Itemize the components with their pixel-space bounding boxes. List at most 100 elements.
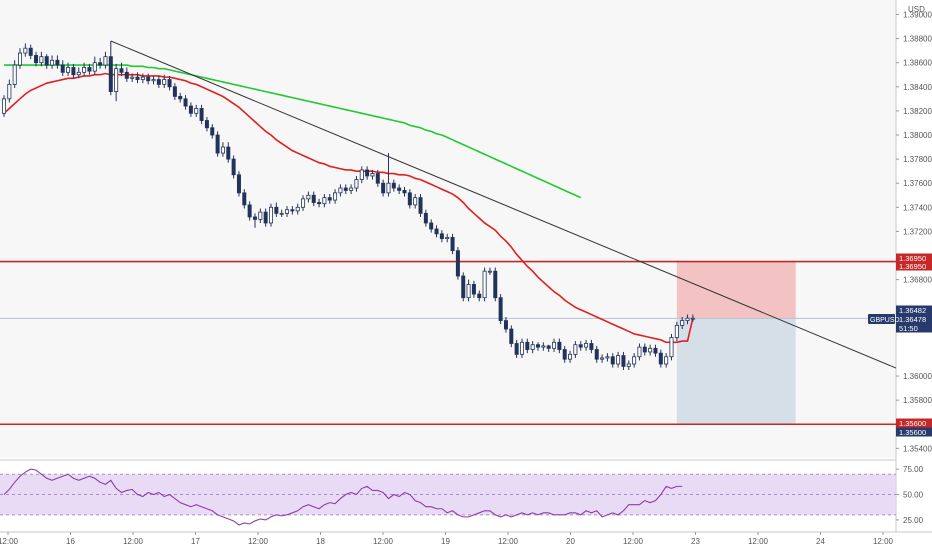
candle-body-down: [311, 194, 316, 203]
candle-body-down: [418, 197, 423, 214]
candle: [162, 74, 167, 88]
candle-body-up: [568, 353, 573, 360]
candle-body-up: [7, 83, 12, 100]
candle-body-down: [509, 328, 514, 344]
candle-body-down: [183, 98, 188, 107]
candle-body-up: [626, 363, 631, 367]
candle: [98, 57, 103, 69]
time-tick-label: 12:00: [873, 537, 894, 546]
candle-body-down: [594, 349, 599, 360]
candle-body-up: [285, 209, 290, 214]
axis-price-badge: [896, 305, 932, 315]
candle-body-down: [536, 344, 541, 348]
candle: [50, 55, 55, 69]
candle: [359, 166, 364, 184]
candle-body-down: [146, 76, 151, 82]
candle: [44, 54, 49, 69]
candle: [135, 72, 140, 84]
axis-price-badge: [896, 427, 932, 437]
candle: [268, 203, 273, 227]
axis-price-badge: [896, 418, 932, 428]
candle: [605, 353, 610, 362]
candle: [455, 247, 460, 280]
candle-body-up: [103, 56, 108, 66]
candle-body-down: [178, 96, 183, 100]
candle-body-up: [12, 64, 17, 85]
candle: [642, 343, 647, 356]
candle: [71, 63, 76, 79]
time-tick-label: 18: [316, 537, 325, 546]
candle: [236, 171, 241, 197]
candle-body-down: [365, 169, 370, 177]
candle-body-up: [386, 182, 391, 194]
candle-body-up: [268, 206, 273, 224]
time-tick-label: 17: [191, 537, 200, 546]
candle: [34, 51, 39, 67]
candle-body-up: [322, 197, 327, 205]
candle-body-down: [242, 192, 247, 206]
candle: [578, 341, 583, 351]
candle-body-down: [98, 62, 103, 66]
candle: [621, 351, 626, 371]
candle-body-up: [295, 206, 300, 212]
candle-body-up: [685, 317, 690, 322]
candle-body-down: [439, 233, 444, 240]
candle: [562, 345, 567, 363]
candle-body-down: [471, 284, 476, 295]
price-tick-label: 1.37200: [903, 227, 932, 236]
candle-body-down: [546, 345, 551, 349]
candle: [263, 208, 268, 227]
candle: [429, 219, 434, 233]
candle: [616, 351, 621, 368]
candle-body-down: [87, 67, 92, 72]
candle: [2, 95, 7, 117]
rsi-line: [3, 468, 683, 526]
candle-body-up: [552, 341, 557, 349]
time-tick-label: 20: [566, 537, 575, 546]
candle-body-up: [690, 317, 695, 320]
candle-body-up: [359, 169, 364, 180]
candle: [669, 333, 674, 361]
candle: [514, 339, 519, 358]
candle-body-up: [487, 270, 492, 273]
candle: [76, 67, 81, 79]
axis-price-badge-label: 1.35600: [899, 419, 926, 428]
candle-body-up: [151, 79, 156, 82]
candle: [215, 131, 220, 157]
candle-body-up: [92, 62, 97, 72]
axis-price-badge: [896, 323, 932, 333]
candle-body-down: [236, 174, 241, 194]
candle-body-down: [610, 356, 615, 365]
candle: [130, 73, 135, 82]
candle-body-up: [66, 67, 71, 73]
candle-body-down: [589, 343, 594, 350]
candle-body-down: [562, 349, 567, 360]
candle-body-up: [162, 79, 167, 85]
candle: [552, 338, 557, 352]
candle: [28, 44, 33, 60]
candle-body-up: [279, 212, 284, 215]
price-tick-label: 1.37400: [903, 203, 932, 212]
candle: [487, 267, 492, 275]
candle: [194, 104, 199, 117]
candle-body-up: [669, 337, 674, 358]
candle: [466, 279, 471, 302]
candle: [167, 75, 172, 91]
candle-body-up: [482, 270, 487, 299]
candle: [188, 102, 193, 117]
candle: [637, 343, 642, 361]
candle: [242, 189, 247, 209]
candle: [146, 73, 151, 85]
price-tick-label: 1.38800: [903, 35, 932, 44]
rsi-tick-label: 25.00: [903, 516, 924, 525]
candle: [626, 360, 631, 371]
candle-body-down: [578, 344, 583, 348]
candle: [247, 201, 252, 221]
candle: [445, 233, 450, 243]
price-tick-label: 1.38200: [903, 107, 932, 116]
candle-body-down: [119, 68, 124, 73]
candle-body-down: [477, 293, 482, 299]
candle-body-up: [82, 67, 87, 73]
